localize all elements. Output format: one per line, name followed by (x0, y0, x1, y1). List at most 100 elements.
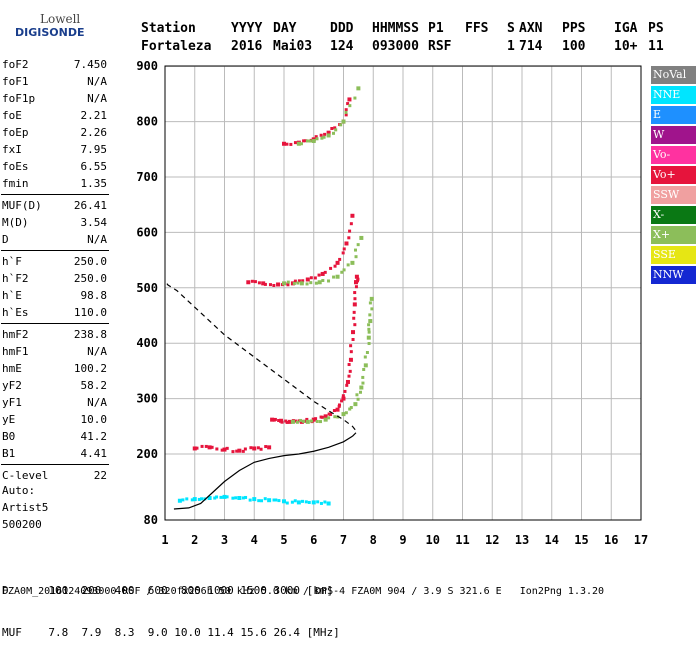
trace-point (222, 494, 227, 499)
param-row: h`Es 110.0 (1, 304, 107, 321)
trace-point (353, 402, 358, 407)
trace-point (347, 97, 352, 102)
trace-point (363, 363, 368, 368)
trace-point (305, 282, 309, 286)
header-val-0: Fortaleza (141, 39, 212, 54)
trace-point (349, 222, 353, 226)
trace-point (350, 260, 355, 265)
trace-point (317, 280, 322, 285)
param-value: 3.54 (80, 216, 108, 229)
trace-point (207, 445, 212, 450)
trace-point (348, 357, 353, 362)
param-row: D N/A (1, 231, 107, 248)
param-row: hmF1 N/A (1, 343, 107, 360)
param-label: foE (2, 109, 22, 122)
x-tick-label: 8 (370, 533, 377, 547)
trace-point (344, 108, 348, 112)
param-row: MUF(D) 26.41 (1, 197, 107, 214)
trace-point (327, 279, 331, 283)
y-tick-label: 400 (136, 336, 158, 350)
footer-table: D 100 200 400 600 800 1000 1500 3000 [km… (2, 556, 340, 654)
param-label: foF1p (2, 92, 36, 105)
legend-item-sse: SSE (651, 246, 696, 264)
trace-point (351, 330, 356, 335)
param-label: B0 (2, 430, 16, 443)
footer-muf-label: MUF (2, 626, 22, 639)
trace-point (340, 399, 344, 403)
param-row: h`F 250.0 (1, 253, 107, 270)
param-label: D (2, 233, 9, 246)
trace-point (273, 417, 277, 421)
trace-point (215, 495, 219, 499)
trace-point (344, 241, 349, 246)
trace-point (285, 501, 289, 505)
x-tick-label: 2 (191, 533, 198, 547)
trace-point (314, 417, 318, 421)
trace-point (352, 310, 356, 314)
trace-point (369, 296, 374, 301)
trace-point (343, 389, 347, 393)
profile-curve-solid (173, 435, 353, 510)
x-tick-label: 16 (604, 533, 618, 547)
trace-point (225, 495, 229, 499)
trace-point (320, 415, 324, 419)
header-col-4: HHMMSS (372, 21, 419, 36)
param-value: 58.2 (80, 379, 108, 392)
trace-point (243, 447, 247, 451)
x-tick-label: 6 (310, 533, 317, 547)
x-tick-label: 12 (485, 533, 499, 547)
trace-point (225, 446, 229, 450)
trace-point (250, 279, 254, 283)
param-label: fxI (2, 143, 22, 156)
legend-item-noval: NoVal (651, 66, 696, 84)
trace-point (185, 497, 189, 501)
trace-point (267, 498, 272, 503)
header-col-7: S (507, 21, 515, 36)
trace-point (248, 498, 252, 502)
trace-point (300, 499, 304, 503)
header-col-6: FFS (465, 21, 489, 36)
trace-point (332, 409, 336, 413)
trace-point (353, 96, 357, 100)
param-value: N/A (87, 75, 107, 88)
trace-point (309, 276, 313, 280)
trace-point (311, 417, 316, 422)
legend-item-e: E (651, 106, 696, 124)
trace-point (304, 139, 308, 143)
x-tick-label: 15 (574, 533, 588, 547)
trace-point (315, 137, 319, 141)
trace-point (333, 264, 337, 268)
trace-point (302, 419, 306, 423)
trace-point (342, 268, 346, 272)
param-row: fxI 7.95 (1, 141, 107, 158)
trace-point (314, 281, 318, 285)
param-value: 100.2 (73, 362, 107, 375)
param-value: 10.0 (80, 413, 108, 426)
trace-point (341, 251, 345, 255)
param-value: 2.26 (80, 126, 108, 139)
trace-point (249, 446, 253, 450)
trace-point (313, 276, 317, 280)
trace-point (319, 133, 323, 137)
trace-point (308, 139, 312, 143)
param-separator (1, 323, 109, 324)
trace-point (352, 302, 357, 307)
param-row: C-level 22 (1, 467, 107, 484)
auto-line-1: Auto: (2, 484, 36, 497)
trace-point (359, 385, 364, 390)
param-value: 26.41 (73, 199, 107, 212)
param-label: yE (2, 413, 16, 426)
trace-point (361, 375, 365, 379)
param-label: h`F (2, 255, 22, 268)
param-label: hmF2 (2, 328, 29, 341)
footer-filename: FZA0M_2016124093000.RSF / 320fx256h 50 k… (2, 586, 605, 597)
param-label: h`E (2, 289, 22, 302)
header-col-2: DAY (273, 21, 297, 36)
trace-point (296, 141, 301, 146)
trace-point (329, 412, 333, 416)
param-value: 7.450 (73, 58, 107, 71)
param-value: N/A (87, 345, 107, 358)
header-col-11: PS (648, 21, 664, 36)
param-row: yE 10.0 (1, 411, 107, 428)
header-col-0: Station (141, 21, 196, 36)
